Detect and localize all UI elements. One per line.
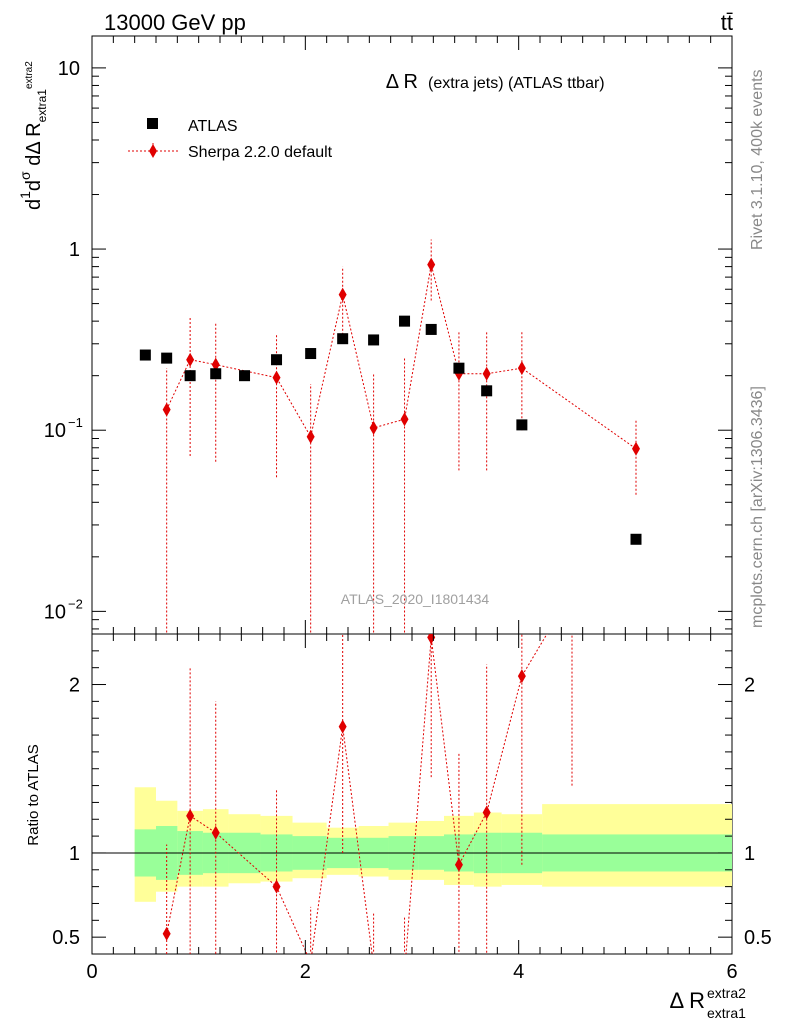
- ratio-mc-point: [401, 966, 409, 980]
- y-tick-exponent: −2: [68, 596, 83, 611]
- mc-point: [400, 412, 409, 427]
- atlas-point: [161, 352, 173, 364]
- mc-line: [166, 264, 637, 450]
- y-tick-label: 10: [58, 58, 80, 80]
- title-main: Δ R: [386, 71, 418, 93]
- y-tick-label: 10: [44, 420, 66, 442]
- mc-point: [306, 429, 315, 444]
- ratio-mc-point: [211, 825, 220, 840]
- mc-point: [162, 402, 171, 417]
- mc-point: [427, 257, 436, 272]
- ratio-panel: 0.5 0.5 1 1 2 2 0 2 4 6 Ratio to ATLAS: [25, 585, 772, 983]
- ylabel-upper: d1dσ dΔ Rextra1extra2: [17, 61, 49, 210]
- mc-point: [632, 441, 640, 456]
- mc-point: [272, 370, 281, 385]
- ratio-frame: [91, 633, 733, 955]
- beam-label: 13000 GeV pp: [104, 10, 246, 35]
- watermark: ATLAS_2020_I1801434: [341, 591, 490, 607]
- y-axis-label: d1dσ dΔ Rextra1extra2: [17, 61, 49, 210]
- atlas-point: [630, 533, 642, 545]
- ratio-y-tick-label-left: 0.5: [52, 927, 80, 949]
- legend: ATLAS Sherpa 2.2.0 default: [128, 118, 333, 161]
- rivet-label: Rivet 3.1.10, 400k events: [749, 69, 766, 250]
- y-tick-label: 1: [69, 239, 80, 261]
- ratio-mc-point: [338, 719, 347, 734]
- legend-mc-marker: [149, 144, 157, 158]
- ratio-content: 0.5 0.5 1 1 2 2 0 2 4 6: [52, 585, 772, 983]
- atlas-point: [399, 315, 411, 327]
- main-plot-area: [139, 239, 642, 634]
- ratio-mc-line: [166, 634, 548, 954]
- ratio-y-tick-label-right: 2: [744, 675, 755, 697]
- ratio-y-tick-label-left: 2: [69, 675, 80, 697]
- atlas-point: [368, 334, 380, 346]
- y-tick-exponent: −1: [68, 415, 83, 430]
- ratio-mc-point: [517, 669, 526, 684]
- atlas-point: [425, 323, 437, 335]
- ratio-ylabel: Ratio to ATLAS: [25, 744, 42, 845]
- legend-atlas-label: ATLAS: [188, 118, 238, 135]
- ratio-y-tick-label-right: 0.5: [744, 927, 772, 949]
- y-tick-label: 10: [44, 601, 66, 623]
- ratio-mc-point: [568, 585, 576, 599]
- x-tick-label: 2: [300, 961, 311, 983]
- ratio-mc-point: [272, 879, 281, 894]
- legend-mc-label: Sherpa 2.2.0 default: [188, 144, 333, 161]
- atlas-point: [139, 349, 151, 361]
- ratio-mc-point: [370, 959, 378, 973]
- xlabel-sup: extra2: [707, 985, 746, 1001]
- ratio-mc-point: [482, 805, 491, 820]
- mc-point: [338, 287, 347, 302]
- ratio-mc-point: [162, 926, 171, 941]
- atlas-point: [210, 368, 222, 380]
- mc-point: [211, 357, 220, 372]
- ratio-plot-area: [92, 585, 732, 980]
- atlas-point: [516, 419, 528, 431]
- x-axis-label: Δ R extra2 extra1: [670, 985, 747, 1021]
- mc-point: [186, 352, 195, 367]
- atlas-point: [481, 385, 493, 397]
- ratio-y-tick-label-left: 1: [69, 843, 80, 865]
- atlas-point: [239, 370, 251, 382]
- mc-point: [482, 366, 491, 381]
- legend-atlas-marker: [147, 118, 158, 129]
- title-sub: (extra jets) (ATLAS ttbar): [428, 75, 605, 92]
- mc-point: [517, 361, 526, 376]
- atlas-point: [305, 348, 317, 360]
- x-tick-label: 0: [86, 961, 97, 983]
- x-tick-label: 6: [726, 961, 737, 983]
- ratio-mc-point: [454, 857, 463, 872]
- x-tick-label: 4: [513, 961, 524, 983]
- xlabel-sub: extra1: [707, 1005, 746, 1021]
- ratio-y-tick-label-right: 1: [744, 843, 755, 865]
- ratio-mc-point: [427, 634, 436, 645]
- ratio-ticks: 0.5 0.5 1 1 2 2 0 2 4 6: [52, 633, 772, 983]
- xlabel-main: Δ R: [670, 988, 705, 1013]
- title-group: Δ R (extra jets) (ATLAS ttbar): [386, 71, 605, 93]
- atlas-point: [337, 333, 349, 345]
- atlas-point: [184, 370, 196, 382]
- mcplots-label: mcplots.cern.ch [arXiv:1306.3436]: [749, 386, 766, 628]
- ratio-mc-point: [186, 808, 195, 823]
- atlas-point: [271, 354, 283, 366]
- mc-point: [369, 420, 378, 435]
- process-label: tt̄: [721, 10, 733, 35]
- atlas-point: [453, 362, 465, 374]
